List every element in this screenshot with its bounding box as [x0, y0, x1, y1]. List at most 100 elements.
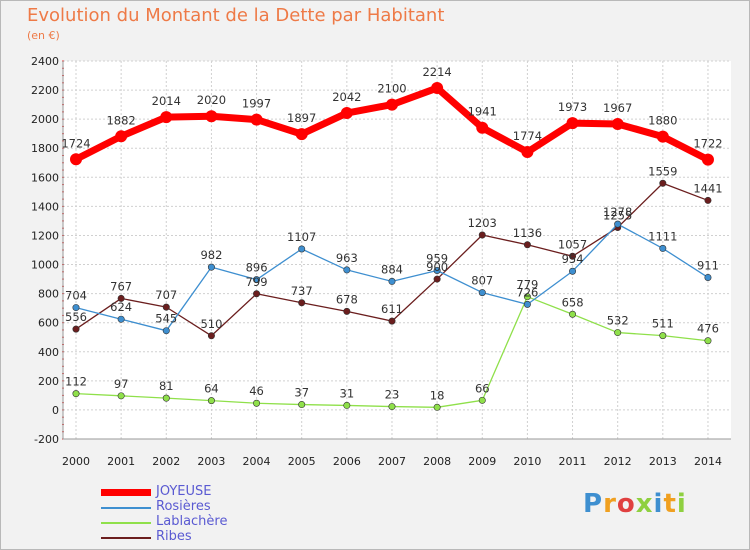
data-point [207, 263, 215, 271]
data-point [521, 146, 534, 159]
data-point [659, 332, 667, 340]
x-tick-label: 2011 [559, 455, 587, 468]
data-point [611, 117, 624, 130]
legend-label: Lablachère [156, 514, 228, 529]
data-label: 81 [159, 379, 174, 393]
data-label: 678 [336, 292, 358, 306]
data-label: 532 [607, 314, 629, 328]
data-label: 1973 [558, 100, 587, 114]
x-tick-label: 2005 [288, 455, 316, 468]
y-tick-label: 2000 [31, 113, 59, 126]
x-tick-label: 2002 [152, 455, 180, 468]
data-point [162, 394, 170, 402]
data-point [388, 317, 396, 325]
data-point [569, 252, 577, 260]
data-point [343, 266, 351, 274]
data-label: 97 [114, 377, 129, 391]
x-tick-label: 2009 [468, 455, 496, 468]
data-point [431, 82, 444, 95]
data-point [656, 130, 669, 143]
data-label: 37 [294, 386, 309, 400]
logo-letter: i [676, 489, 687, 519]
data-label: 799 [246, 275, 268, 289]
data-point [162, 327, 170, 335]
data-point [253, 290, 261, 298]
data-point [523, 293, 531, 301]
data-point [433, 275, 441, 283]
data-label: 779 [516, 278, 538, 292]
data-point [160, 111, 173, 124]
data-label: 1278 [603, 205, 632, 219]
data-label: 1255 [603, 208, 632, 222]
data-point [478, 231, 486, 239]
data-point [207, 397, 215, 405]
data-label: 476 [697, 322, 719, 336]
data-point [614, 329, 622, 337]
data-point [523, 300, 531, 308]
legend-label: JOYEUSE [156, 484, 212, 499]
data-point [72, 304, 80, 312]
data-label: 556 [65, 310, 87, 324]
data-label: 1203 [468, 216, 497, 230]
x-tick-label: 2012 [604, 455, 632, 468]
data-point [340, 107, 353, 120]
data-label: 1722 [693, 137, 722, 151]
data-label: 1774 [513, 129, 542, 143]
data-point [295, 128, 308, 141]
y-tick-label: 2200 [31, 84, 59, 97]
data-point [162, 303, 170, 311]
data-label: 2214 [422, 65, 451, 79]
chart-title: Evolution du Montant de la Dette par Hab… [27, 5, 445, 26]
data-point [205, 110, 218, 123]
data-label: 545 [155, 312, 177, 326]
data-point [478, 396, 486, 404]
x-tick-label: 2010 [513, 455, 541, 468]
data-label: 807 [471, 274, 493, 288]
y-tick-label: 400 [38, 346, 59, 359]
data-point [433, 403, 441, 411]
logo-letter: P [583, 489, 604, 519]
data-label: 982 [200, 248, 222, 262]
data-label: 2014 [152, 94, 181, 108]
y-tick-label: 1600 [31, 171, 59, 184]
data-label: 1882 [106, 113, 135, 127]
data-point [566, 117, 579, 130]
data-label: 112 [65, 375, 87, 389]
data-point [298, 401, 306, 409]
data-point [250, 113, 263, 126]
data-label: 23 [385, 388, 400, 402]
data-label: 31 [340, 386, 355, 400]
data-label: 726 [516, 285, 538, 299]
y-tick-label: 600 [38, 317, 59, 330]
data-label: 2100 [377, 82, 406, 96]
data-point [704, 337, 712, 345]
x-tick-label: 2008 [423, 455, 451, 468]
data-point [388, 403, 396, 411]
y-tick-label: 0 [52, 404, 59, 417]
data-point [704, 196, 712, 204]
data-point [388, 277, 396, 285]
data-label: 1724 [61, 136, 90, 150]
data-point [253, 276, 261, 284]
logo-letter: r [603, 489, 617, 519]
data-label: 900 [426, 260, 448, 274]
data-label: 896 [246, 261, 268, 275]
x-tick-label: 2013 [649, 455, 677, 468]
data-label: 611 [381, 302, 403, 316]
data-point [701, 153, 714, 166]
x-tick-label: 2001 [107, 455, 135, 468]
data-label: 1057 [558, 237, 587, 251]
proxiti-logo: Proxiti [583, 489, 687, 519]
data-point [253, 399, 261, 407]
data-label: 18 [430, 388, 445, 402]
data-label: 1967 [603, 101, 632, 115]
data-label: 1897 [287, 111, 316, 125]
logo-letter: o [616, 489, 636, 519]
data-label: 1559 [648, 164, 677, 178]
x-tick-label: 2004 [243, 455, 271, 468]
data-point [115, 130, 128, 143]
data-label: 510 [200, 317, 222, 331]
data-point [343, 307, 351, 315]
